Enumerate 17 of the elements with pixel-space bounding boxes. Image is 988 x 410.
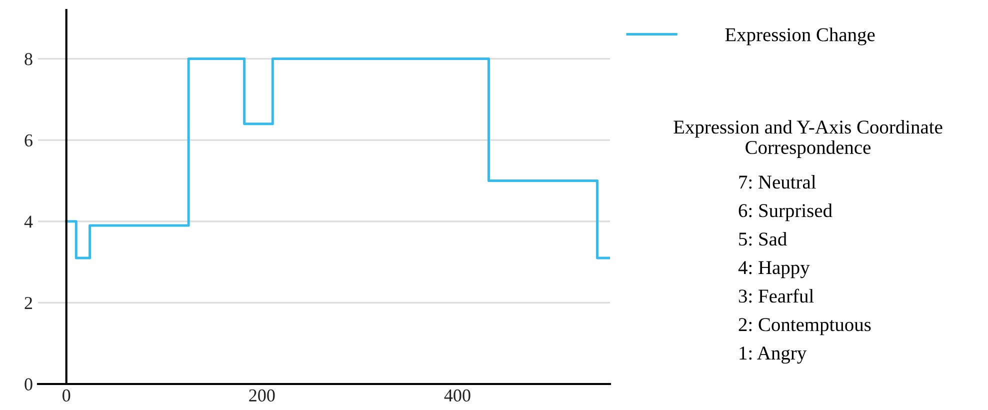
text: Expression and Y-Axis Coordinate Correspondence <box>674 120 942 158</box>
y-tick-label: 2 <box>24 297 32 309</box>
text: 7: Neutral <box>739 175 816 189</box>
text: 1: Angry <box>740 346 807 364</box>
x-tick-label: 200 <box>249 389 275 402</box>
text: 5: Sad <box>739 232 787 246</box>
y-tick-label: 8 <box>24 53 32 66</box>
y-tick-label: 6 <box>24 134 32 147</box>
y-tick-label: 4 <box>24 216 33 228</box>
text: 3: Fearful <box>738 288 814 303</box>
y-tick-label: 0 <box>24 378 32 390</box>
text: 6: Surprised <box>738 204 832 222</box>
text: 2: Contemptuous <box>738 318 871 336</box>
text: Expression Change <box>725 28 875 46</box>
x-tick-label: 0 <box>62 389 70 402</box>
text: 4: Happy <box>738 261 810 278</box>
x-tick-label: 400 <box>444 389 470 402</box>
